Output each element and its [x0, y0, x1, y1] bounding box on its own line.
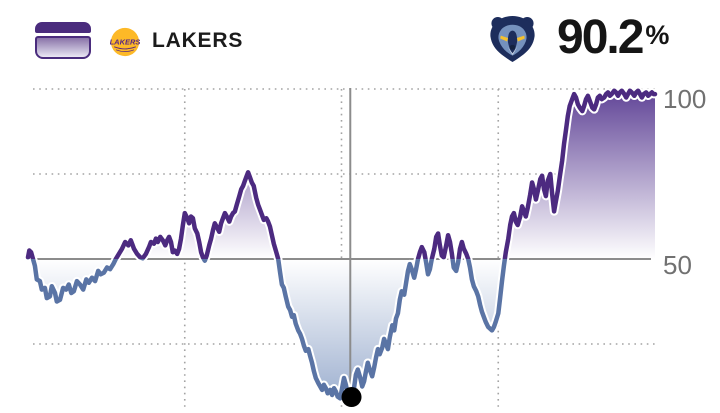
legend-chip-top-band: [35, 22, 91, 33]
grizzlies-logo-icon: [490, 15, 535, 63]
team-label: LAKERS: [152, 29, 244, 52]
win-probability-value: 90.2: [557, 11, 644, 64]
event-marker-dot: [341, 387, 362, 408]
y-axis-tick-100: 100: [663, 84, 707, 114]
y-axis-tick-50: 50: [663, 250, 692, 280]
win-probability-line: [25, 88, 658, 403]
percent-sign: %: [645, 20, 670, 50]
win-probability-readout: 90.2 %: [488, 11, 670, 64]
legend-chip-gradient: [35, 36, 91, 59]
lakers-logo-text: LAKERS: [110, 37, 140, 46]
legend-gradient-chip: [35, 22, 91, 59]
chart-header: LAKERS LAKERS 90.2 %: [0, 0, 720, 70]
lakers-logo-icon: LAKERS: [110, 27, 140, 57]
